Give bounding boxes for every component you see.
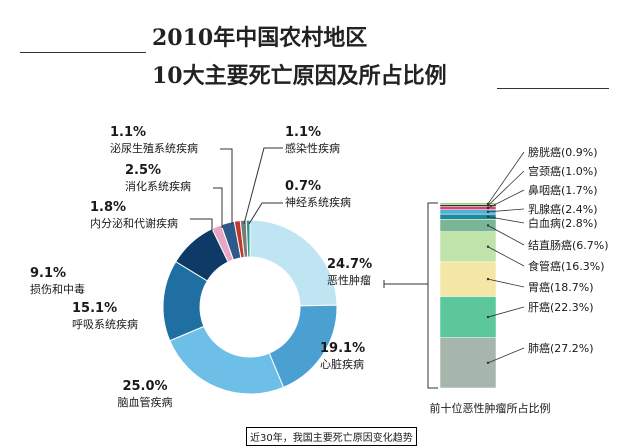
leader-line-digestive <box>213 187 223 228</box>
stack-segment-1 <box>439 296 497 338</box>
stack-leader-7 <box>487 189 525 209</box>
stacked-bar-chart: 肺癌(27.2%) 肝癌(22.3%) 胃癌(18.7%) 食管癌(16.3%) 结直肠… <box>430 145 609 415</box>
pct-label-infectious: 1.1% <box>285 125 321 140</box>
stack-segment-2 <box>439 261 497 297</box>
stack-label-2: 胃癌(18.7%) <box>528 280 594 294</box>
leader-line-nervous <box>248 202 283 225</box>
name-label-infectious: 感染性疾病 <box>285 141 340 155</box>
donut-labels: 24.7%恶性肿瘤 19.1%心脏疾病 25.0%脑血管疾病 15.1%呼吸系统疾病 9… <box>30 125 438 409</box>
pct-label-digestive: 2.5% <box>125 163 161 178</box>
name-label-cancer: 恶性肿瘤 <box>327 273 371 287</box>
name-label-endocrine: 内分泌和代谢疾病 <box>90 216 178 230</box>
leader-line-urinary <box>220 148 233 224</box>
pct-label-endocrine: 1.8% <box>90 200 126 215</box>
stack-label-4: 结直肠癌(6.7%) <box>528 238 609 252</box>
donut-chart <box>162 219 338 395</box>
stack-leader-dot-7 <box>486 206 490 210</box>
stack-label-8: 宫颈癌(1.0%) <box>528 164 598 178</box>
connector-bracket <box>427 202 438 389</box>
stack-leader-dot-6 <box>486 210 490 214</box>
figure-caption: 近30年，我国主要死亡原因变化趋势 <box>246 427 417 446</box>
name-label-respiratory: 呼吸系统疾病 <box>72 317 138 331</box>
stack-leader-dot-5 <box>486 215 490 218</box>
stack-leader-0 <box>487 347 525 364</box>
stack-leader-5 <box>487 216 525 224</box>
stack-label-9: 膀胱癌(0.9%) <box>528 145 598 159</box>
pct-label-injury: 9.1% <box>30 266 66 281</box>
pct-label-cancer: 24.7% <box>327 257 372 272</box>
leader-line-endocrine <box>190 218 213 236</box>
stack-leader-dot-4 <box>486 224 490 227</box>
stack-leader-3 <box>487 246 525 267</box>
name-label-urinary: 泌尿生殖系统疾病 <box>110 141 198 155</box>
stack-segment-0 <box>439 337 497 389</box>
name-label-injury: 损伤和中毒 <box>30 282 85 296</box>
title-rule-right <box>497 88 609 89</box>
pct-label-respiratory: 15.1% <box>72 301 117 316</box>
stack-segment-3 <box>439 231 497 263</box>
chart-title-line-1: 2010年中国农村地区 <box>152 25 368 51</box>
slice-cancer <box>249 219 338 307</box>
stack-leader-dot-3 <box>486 245 490 248</box>
name-label-heart: 心脏疾病 <box>320 357 364 371</box>
stack-label-7: 鼻咽癌(1.7%) <box>528 183 598 197</box>
pct-label-urinary: 1.1% <box>110 125 146 140</box>
stack-leader-dot-9 <box>486 202 490 206</box>
stack-label-0: 肺癌(27.2%) <box>528 341 594 355</box>
stack-label-6: 乳腺癌(2.4%) <box>528 202 598 216</box>
pct-label-heart: 19.1% <box>320 341 365 356</box>
leader-line-infectious <box>243 147 283 225</box>
stack-axis-label: 前十位恶性肿瘤所占比例 <box>430 401 551 415</box>
stack-leader-8 <box>487 170 525 206</box>
stack-leader-6 <box>487 208 525 213</box>
stack-leader-dot-2 <box>486 277 490 281</box>
stack-label-3: 食管癌(16.3%) <box>528 259 605 273</box>
stack-leader-4 <box>487 225 525 246</box>
chart-title-line-2: 10大主要死亡原因及所占比例 <box>152 63 447 89</box>
stack-leader-dot-1 <box>486 315 490 319</box>
stack-leader-2 <box>487 278 525 288</box>
slice-cerebrovascular <box>169 325 285 395</box>
stack-leader-9 <box>487 151 525 205</box>
stack-leader-dot-8 <box>486 204 490 207</box>
stack-label-5: 白血病(2.8%) <box>528 216 598 230</box>
pct-label-nervous: 0.7% <box>285 179 321 194</box>
name-label-cerebrovascular: 脑血管疾病 <box>118 395 173 409</box>
title-rule-left <box>20 52 146 53</box>
stack-leader-1 <box>487 306 525 318</box>
name-label-digestive: 消化系统疾病 <box>125 179 191 193</box>
slice-nervous <box>245 219 251 258</box>
stack-label-1: 肝癌(22.3%) <box>528 300 594 314</box>
stack-leader-dot-0 <box>486 361 490 365</box>
pct-label-cerebrovascular: 25.0% <box>122 379 167 394</box>
name-label-nervous: 神经系统疾病 <box>285 195 351 209</box>
